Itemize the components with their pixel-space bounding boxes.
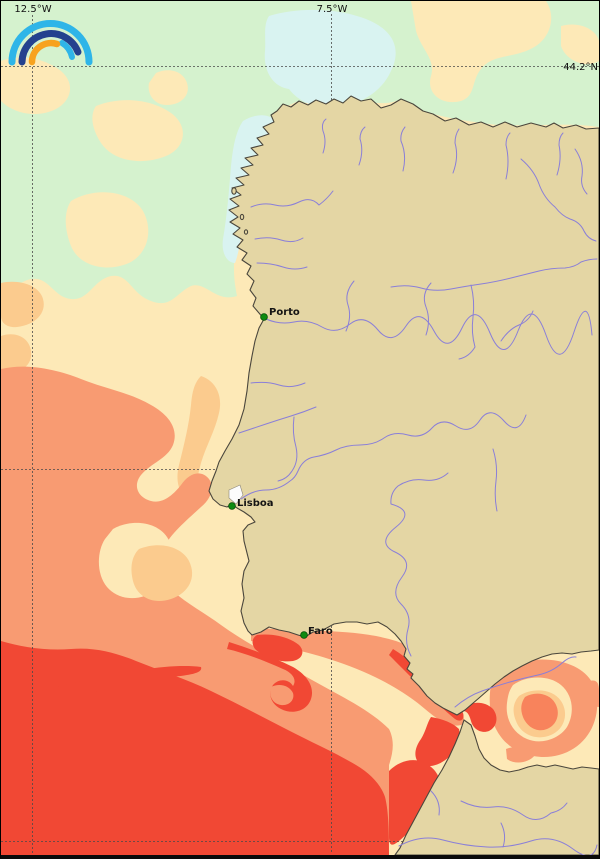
sst-patch — [415, 717, 460, 767]
ria-island — [231, 187, 237, 195]
sst-patch — [148, 70, 188, 105]
sst-patch — [65, 192, 149, 268]
river — [390, 258, 598, 291]
city-marker-faro — [300, 631, 308, 639]
river — [452, 128, 460, 174]
river — [500, 822, 506, 848]
ria-island — [243, 229, 249, 235]
rainbow-arcs-logo — [8, 20, 93, 66]
river — [250, 190, 334, 208]
sst-patch — [506, 747, 535, 763]
logo-arc-outer-lightblue — [8, 20, 93, 66]
river — [277, 416, 298, 482]
logo-arc-inner-lightblue — [59, 40, 75, 60]
sst-patch — [521, 693, 558, 731]
sst-patch — [1, 281, 44, 328]
river — [265, 310, 593, 355]
sst-patch — [1, 641, 389, 855]
city-marker-porto — [260, 313, 268, 321]
sst-patch — [561, 24, 599, 65]
iberian-peninsula-landmass — [208, 95, 599, 716]
river — [321, 118, 327, 154]
logo-arc-orange — [28, 39, 61, 66]
sst-patch — [463, 702, 497, 732]
river — [385, 472, 449, 657]
river — [492, 448, 498, 512]
sst-patch — [177, 376, 221, 499]
north-africa-landmass — [394, 719, 599, 855]
river — [345, 280, 355, 332]
river — [250, 381, 306, 388]
landmasses — [208, 95, 599, 855]
river — [500, 310, 534, 342]
river — [254, 237, 304, 243]
river — [574, 148, 588, 195]
sst-patch — [252, 634, 303, 662]
lat-label-44-2n: 44.2°N — [563, 62, 598, 73]
sst-patch — [264, 9, 396, 108]
sst-patch — [1, 57, 71, 115]
sst-patch — [1, 334, 32, 373]
river — [358, 126, 366, 166]
sst-patch — [41, 666, 202, 699]
lon-label-7-5w: 7.5°W — [317, 4, 348, 15]
cities: Porto Lisboa Faro — [228, 307, 333, 639]
lon-label-12-5w: 12.5°W — [14, 4, 51, 15]
city-marker-lisboa — [228, 502, 236, 510]
sst-patch — [389, 760, 441, 845]
river — [398, 837, 598, 855]
sst-patch — [92, 100, 183, 162]
river — [460, 800, 568, 820]
river — [520, 158, 597, 242]
city-label-porto: Porto — [269, 307, 300, 318]
river — [400, 126, 406, 172]
rivers — [238, 118, 598, 855]
sst-patch — [587, 680, 599, 707]
river — [256, 262, 308, 270]
city-label-faro: Faro — [308, 626, 333, 637]
sst-patch — [270, 685, 294, 706]
sst-patch — [411, 1, 552, 103]
city-label-lisboa: Lisboa — [237, 498, 274, 509]
sst-patch — [131, 545, 193, 601]
river — [505, 132, 511, 180]
ria-island — [239, 213, 245, 221]
river — [238, 406, 317, 434]
river — [240, 412, 527, 500]
river — [556, 132, 564, 176]
tagus-estuary — [228, 484, 244, 505]
logo-arc-darkblue — [18, 30, 82, 66]
river — [454, 656, 577, 708]
river — [458, 284, 476, 360]
river — [430, 790, 440, 816]
grid-labels: 12.5°W 7.5°W 44.2°N — [14, 4, 598, 73]
